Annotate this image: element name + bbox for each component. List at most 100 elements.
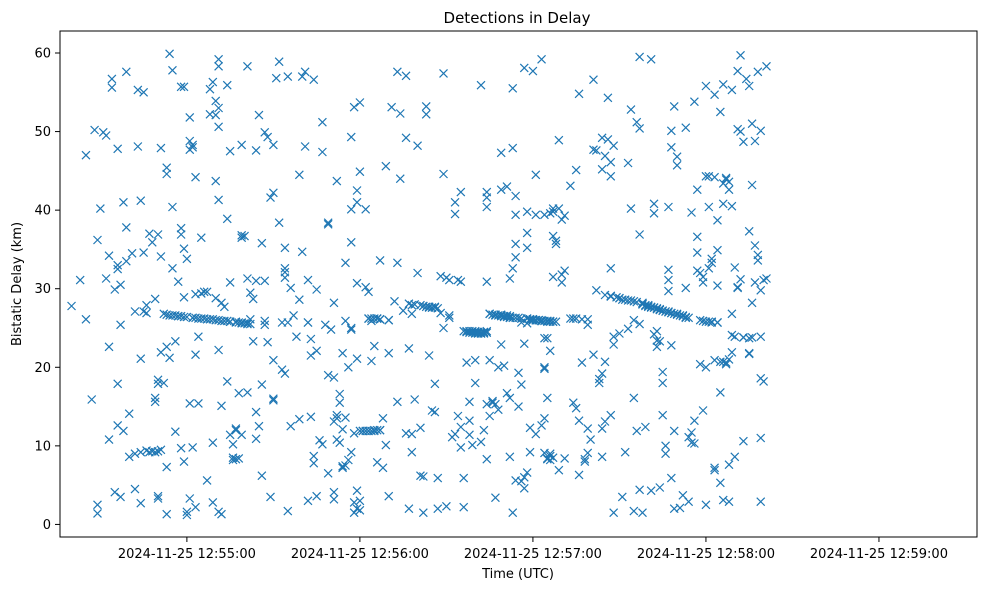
data-point-x-marker — [493, 362, 503, 372]
data-point-x-marker — [747, 333, 757, 342]
data-point-x-marker — [133, 142, 143, 151]
data-point-x-marker — [263, 337, 273, 347]
data-point-x-marker — [715, 107, 725, 117]
data-point-x-marker — [168, 263, 177, 273]
data-point-x-marker — [655, 305, 665, 315]
data-point-x-marker — [338, 424, 348, 434]
data-point-x-marker — [710, 463, 720, 473]
data-point-x-marker — [511, 252, 521, 262]
data-point-x-marker — [243, 274, 252, 283]
data-point-x-marker — [430, 407, 440, 417]
data-point-x-marker — [349, 428, 359, 438]
x-tick-label: 2024-11-25 12:56:00 — [291, 547, 429, 562]
data-point-x-marker — [329, 487, 339, 497]
data-point-x-marker — [433, 303, 443, 313]
data-point-x-marker — [574, 416, 584, 426]
data-point-x-marker — [713, 318, 722, 327]
data-point-x-marker — [323, 370, 333, 380]
data-point-x-marker — [583, 424, 593, 433]
data-point-x-marker — [182, 510, 192, 520]
data-point-x-marker — [545, 208, 555, 218]
data-point-x-marker — [217, 298, 226, 308]
data-point-x-marker — [672, 152, 682, 162]
data-point-x-marker — [580, 454, 590, 464]
data-point-x-marker — [326, 325, 336, 334]
data-point-x-marker — [283, 72, 293, 81]
data-point-x-marker — [188, 142, 198, 152]
data-point-x-marker — [185, 113, 195, 122]
data-point-x-marker — [597, 133, 607, 143]
data-point-x-marker — [170, 336, 180, 346]
data-point-x-marker — [664, 275, 673, 285]
data-point-x-marker — [560, 211, 570, 221]
data-point-x-marker — [505, 274, 515, 283]
data-point-x-marker — [609, 332, 619, 342]
data-point-x-marker — [597, 424, 607, 433]
data-point-x-marker — [323, 468, 333, 478]
data-point-x-marker — [727, 309, 737, 319]
data-point-x-marker — [421, 109, 431, 119]
data-point-x-marker — [652, 336, 662, 345]
data-point-x-marker — [499, 361, 509, 371]
data-point-x-marker — [710, 90, 720, 100]
data-point-x-marker — [407, 447, 417, 457]
data-point-x-marker — [519, 339, 529, 349]
data-point-x-marker — [727, 330, 737, 340]
data-point-x-marker — [361, 282, 371, 292]
data-point-x-marker — [750, 241, 760, 250]
data-point-x-marker — [600, 357, 610, 367]
data-point-x-marker — [317, 147, 327, 157]
data-point-x-marker — [606, 157, 616, 167]
data-point-x-marker — [583, 448, 593, 458]
data-point-x-marker — [378, 413, 388, 423]
data-point-x-marker — [594, 374, 604, 384]
data-point-x-marker — [179, 292, 189, 302]
data-point-x-marker — [384, 491, 394, 501]
data-point-x-marker — [519, 472, 529, 482]
x-tick-label: 2024-11-25 12:59:00 — [810, 547, 948, 562]
data-point-x-marker — [110, 285, 120, 294]
data-point-x-marker — [551, 239, 561, 249]
data-point-x-marker — [485, 411, 495, 421]
data-point-x-marker — [482, 399, 492, 409]
data-point-x-marker — [738, 137, 748, 147]
data-point-x-marker — [214, 103, 224, 113]
data-point-x-marker — [450, 209, 460, 219]
data-point-x-marker — [462, 358, 472, 367]
data-point-x-marker — [156, 143, 166, 153]
data-point-x-marker — [482, 202, 492, 212]
data-point-x-marker — [121, 256, 131, 266]
data-point-x-marker — [502, 182, 512, 191]
data-point-x-marker — [245, 314, 255, 324]
data-point-x-marker — [655, 336, 665, 346]
data-point-x-marker — [724, 177, 734, 187]
data-point-x-marker — [93, 500, 102, 510]
data-point-x-marker — [615, 293, 624, 303]
data-point-x-marker — [762, 61, 771, 71]
data-point-x-marker — [283, 506, 293, 516]
data-point-x-marker — [439, 169, 448, 179]
data-point-x-marker — [142, 300, 151, 310]
data-point-x-marker — [170, 427, 180, 437]
data-point-x-marker — [185, 136, 195, 146]
data-point-x-marker — [571, 165, 581, 175]
data-point-x-marker — [355, 98, 365, 107]
data-point-x-marker — [730, 332, 740, 342]
data-point-x-marker — [482, 328, 492, 338]
data-point-x-marker — [689, 97, 699, 107]
data-point-x-marker — [540, 362, 549, 372]
data-point-x-marker — [738, 436, 748, 446]
data-point-x-marker — [635, 124, 645, 133]
data-point-x-marker — [300, 142, 310, 151]
x-tick-label: 2024-11-25 12:55:00 — [118, 547, 256, 562]
data-point-x-marker — [704, 317, 714, 327]
data-point-x-marker — [150, 447, 160, 457]
data-point-x-marker — [90, 125, 100, 135]
data-point-x-marker — [491, 399, 500, 409]
data-point-x-marker — [341, 258, 350, 268]
data-point-x-marker — [638, 508, 647, 518]
data-point-x-marker — [531, 210, 541, 220]
data-point-x-marker — [689, 416, 699, 426]
data-point-x-marker — [179, 457, 189, 466]
data-point-x-marker — [606, 291, 616, 301]
